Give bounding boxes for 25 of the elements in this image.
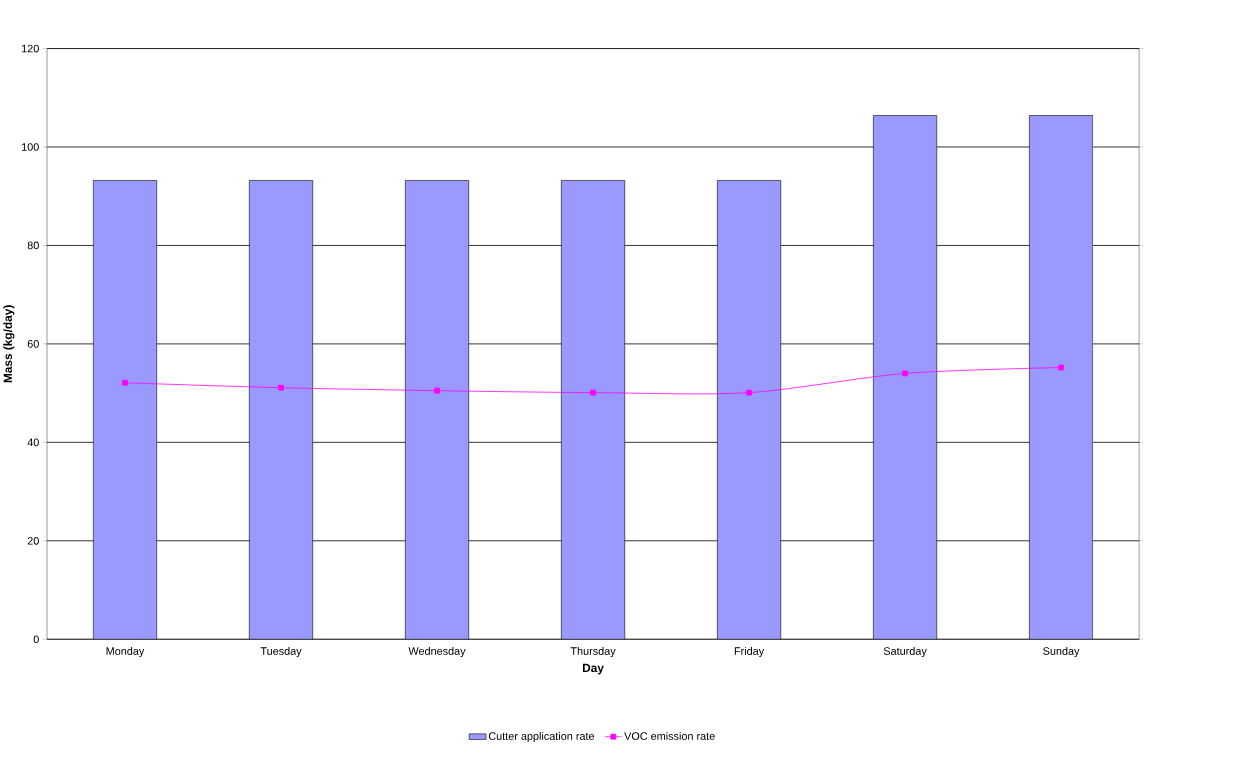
y-tick-label: 60 [27,339,39,348]
y-tick-label: 80 [27,241,39,250]
point [746,389,752,396]
y-tick-label: 120 [22,44,39,53]
x-axis-title: Day [582,663,604,675]
legend-label: Cutter application rate [488,731,595,743]
legend-label: VOC emission rate [624,731,715,740]
point [434,387,440,394]
x-tick-label: Saturday [883,646,927,657]
y-tick-label: 40 [27,438,39,447]
point [902,370,908,377]
x-tick-label: Friday [734,646,765,657]
x-tick-label: Tuesday [260,646,302,657]
y-tick-label: 0 [33,635,39,644]
x-tick-label: Sunday [1043,646,1080,657]
point [278,384,284,391]
point [1058,364,1064,371]
y-tick-label: 100 [22,143,39,151]
x-tick-label: Wednesday [408,646,466,657]
x-tick-label: Monday [106,646,145,657]
y-tick-label: 20 [27,536,39,545]
point [122,379,128,386]
y-axis-title: Mass (kg/day) [3,305,15,383]
x-tick-label: Thursday [570,646,616,657]
point [590,389,596,396]
